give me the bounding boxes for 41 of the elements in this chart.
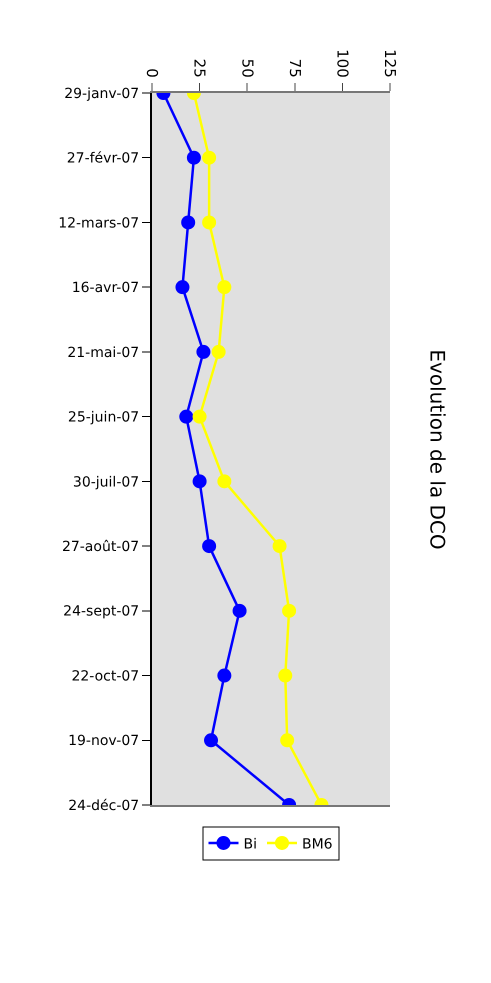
point <box>217 280 232 294</box>
x-tick-label: 100 <box>334 49 352 78</box>
y-tick-label: 24-sept-07 <box>63 604 140 620</box>
legend-label: Bi <box>244 836 257 852</box>
y-tick-label: 22-oct-07 <box>71 668 140 684</box>
point <box>202 539 216 554</box>
point <box>282 604 296 618</box>
x-tick-label: 25 <box>190 58 209 78</box>
y-tick-label: 24-déc-07 <box>68 798 140 814</box>
y-tick-label: 30-juil-07 <box>72 474 140 490</box>
x-tick-label: 75 <box>286 58 304 78</box>
point <box>179 410 194 424</box>
point <box>192 410 207 424</box>
point <box>272 539 287 554</box>
point <box>280 733 294 748</box>
point <box>217 668 232 683</box>
point <box>232 604 247 618</box>
y-tick-label: 16-avr-07 <box>72 280 140 296</box>
point <box>186 150 201 165</box>
point <box>212 344 226 359</box>
y-tick-label: 12-mars-07 <box>58 215 140 232</box>
point <box>181 215 196 230</box>
point <box>175 280 190 294</box>
y-tick-label: 25-juin-07 <box>68 410 140 426</box>
y-tick-label: 27-févr-07 <box>66 150 140 167</box>
x-tick-label: 0 <box>143 68 162 78</box>
y-tick-label: 21-mai-07 <box>67 344 140 361</box>
point <box>196 344 210 359</box>
point <box>217 474 232 488</box>
y-tick-label: 27-août-07 <box>62 538 140 555</box>
text: Evolution de la DCO <box>426 349 450 550</box>
point <box>278 668 292 683</box>
point <box>192 474 207 488</box>
y-tick-label: 19-nov-07 <box>68 733 140 750</box>
point <box>202 215 216 230</box>
point <box>202 150 216 165</box>
y-tick-label: 29-janv-07 <box>64 86 140 102</box>
x-tick-label: 125 <box>381 49 400 78</box>
legend-label: BM6 <box>302 836 333 852</box>
point <box>204 733 218 748</box>
x-tick-label: 50 <box>238 58 256 78</box>
